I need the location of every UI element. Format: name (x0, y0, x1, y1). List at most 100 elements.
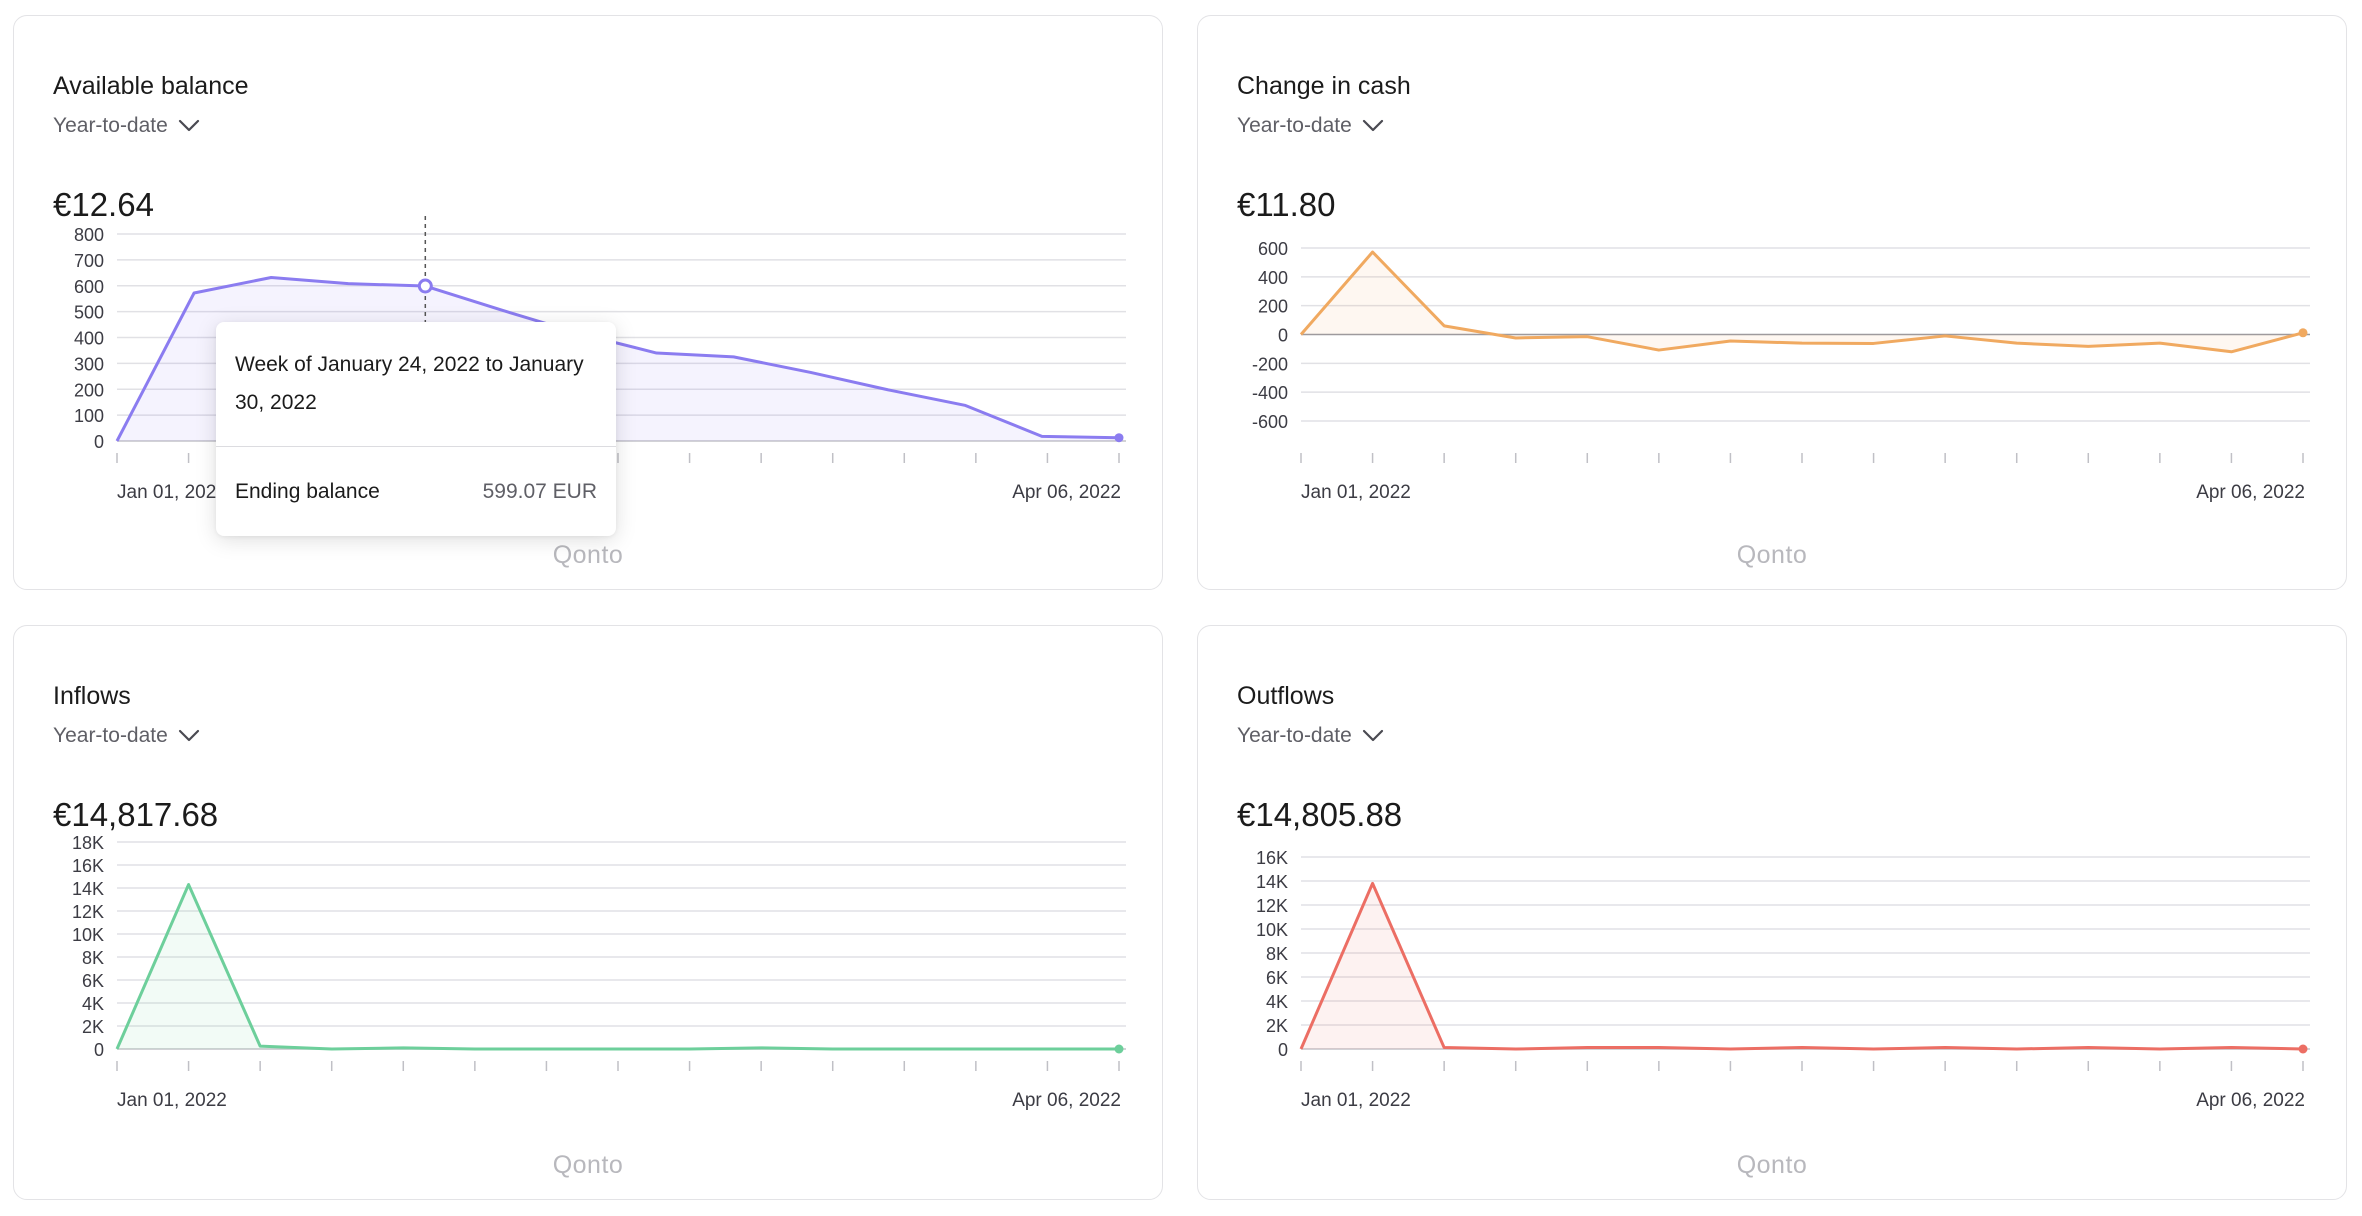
y-tick-label: 10K (72, 925, 104, 945)
period-label: Year-to-date (53, 724, 168, 747)
period-dropdown[interactable]: Year-to-date (1237, 724, 1384, 748)
tooltip-label: Ending balance (235, 480, 380, 503)
series-line (1299, 250, 2304, 354)
data-point (473, 1047, 477, 1051)
chevron-down-icon (1362, 119, 1383, 132)
chevron-down-icon (178, 119, 199, 132)
data-point (1657, 348, 1661, 352)
data-point (1442, 1046, 1446, 1050)
y-tick-label: 2K (1266, 1016, 1288, 1036)
x-tick-label: Apr 06, 2022 (2196, 482, 2305, 503)
y-tick-label: 16K (1256, 848, 1288, 868)
y-tick-label: 14K (72, 879, 104, 899)
y-tick-label: 0 (94, 1040, 104, 1060)
y-tick-label: -600 (1252, 412, 1288, 432)
series-area (1301, 883, 2303, 1049)
inflows-chart[interactable]: 0 2K 4K 6K 8K 10K 12K 14K 16K 18K Jan 01, 2022 Apr … (14, 626, 1164, 1201)
series-area (117, 884, 1119, 1049)
data-point (1943, 1046, 1947, 1050)
end-point-dot (2298, 328, 2308, 338)
x-tick-label: Apr 06, 2022 (2196, 1090, 2305, 1111)
period-dropdown[interactable]: Year-to-date (53, 724, 200, 748)
y-tick-label: 100 (74, 406, 104, 426)
y-tick-label: 6K (82, 971, 104, 991)
y-tick-label: 200 (1258, 297, 1288, 317)
data-point (1800, 1046, 1804, 1050)
y-tick-label: 12K (72, 902, 104, 922)
y-tick-label: 16K (72, 856, 104, 876)
qonto-logo: Qonto (1736, 1151, 1808, 1179)
data-point (1800, 341, 1804, 345)
data-point (809, 370, 813, 374)
inflows-amount: €14,817.68 (53, 796, 219, 833)
y-tick-label: 10K (1256, 920, 1288, 940)
data-point (2229, 350, 2233, 354)
x-tick-label: Apr 06, 2022 (1012, 482, 1121, 503)
y-tick-label: 4K (82, 994, 104, 1014)
x-tick-label: Jan 01, 2022 (117, 1090, 227, 1111)
data-point (115, 1047, 119, 1051)
period-dropdown[interactable]: Year-to-date (1237, 114, 1384, 138)
y-tick-label: 18K (72, 833, 104, 853)
data-point (1943, 334, 1947, 338)
data-point (2158, 1047, 2162, 1051)
data-point (886, 388, 890, 392)
y-tick-label: 0 (1278, 1040, 1288, 1060)
y-tick-label: 200 (74, 380, 104, 400)
data-point (2015, 1047, 2019, 1051)
period-label: Year-to-date (1237, 724, 1352, 747)
x-tick-label: Jan 01, 2022 (117, 482, 227, 503)
period-dropdown[interactable]: Year-to-date (53, 114, 200, 138)
data-point (902, 1047, 906, 1051)
data-point (1728, 1047, 1732, 1051)
y-tick-label: 300 (74, 354, 104, 374)
y-tick-label: 2K (82, 1017, 104, 1037)
data-point (1585, 335, 1589, 339)
y-tick-label: 14K (1256, 872, 1288, 892)
data-point (192, 291, 196, 295)
card-title: Available balance (53, 72, 249, 100)
balance-amount: €12.64 (53, 186, 154, 223)
y-tick-label: 700 (74, 251, 104, 271)
data-point (1299, 333, 1303, 337)
outflows-card: Outflows Year-to-date €14,805.88 0 2K 4K 6K… (1197, 625, 2347, 1200)
data-point (831, 1047, 835, 1051)
hover-point (417, 278, 433, 294)
chevron-down-icon (178, 729, 199, 742)
data-point (1371, 250, 1375, 254)
y-tick-label: 12K (1256, 896, 1288, 916)
y-tick-label: 500 (74, 303, 104, 323)
data-point (2158, 341, 2162, 345)
period-label: Year-to-date (53, 114, 168, 137)
tooltip-week: Week of January 24, 2022 to January 30, … (235, 353, 584, 414)
y-tick-label: -400 (1252, 383, 1288, 403)
data-point (330, 1047, 334, 1051)
change-chart[interactable]: -600 -400 -200 0 200 400 600 Jan 01, 2022 Apr 06… (1198, 16, 2348, 591)
qonto-logo: Qonto (552, 1151, 624, 1179)
x-tick-label: Apr 06, 2022 (1012, 1090, 1121, 1111)
card-title: Change in cash (1237, 72, 1411, 100)
chevron-down-icon (1362, 729, 1383, 742)
data-point (1872, 1047, 1876, 1051)
data-point (688, 1047, 692, 1051)
data-point (1728, 339, 1732, 343)
end-point-dot (1114, 433, 1124, 443)
y-tick-label: 0 (1278, 326, 1288, 346)
data-point (1585, 1046, 1589, 1050)
data-point (655, 351, 659, 355)
data-point (616, 1047, 620, 1051)
series-area (1301, 252, 2303, 352)
y-tick-label: 600 (74, 277, 104, 297)
x-tick-label: Jan 01, 2022 (1301, 482, 1411, 503)
outflows-amount: €14,805.88 (1237, 796, 1403, 833)
data-point (759, 1046, 763, 1050)
outflows-chart[interactable]: 0 2K 4K 6K 8K 10K 12K 14K 16K Jan 01, 2022 Apr 06,… (1198, 626, 2348, 1201)
y-tick-label: 8K (82, 948, 104, 968)
card-title: Inflows (53, 682, 131, 710)
data-point (269, 275, 273, 279)
data-point (732, 355, 736, 359)
chart-tooltip: Week of January 24, 2022 to January 30, … (216, 322, 616, 536)
y-tick-label: 600 (1258, 239, 1288, 259)
data-point (544, 1047, 548, 1051)
y-tick-label: 4K (1266, 992, 1288, 1012)
